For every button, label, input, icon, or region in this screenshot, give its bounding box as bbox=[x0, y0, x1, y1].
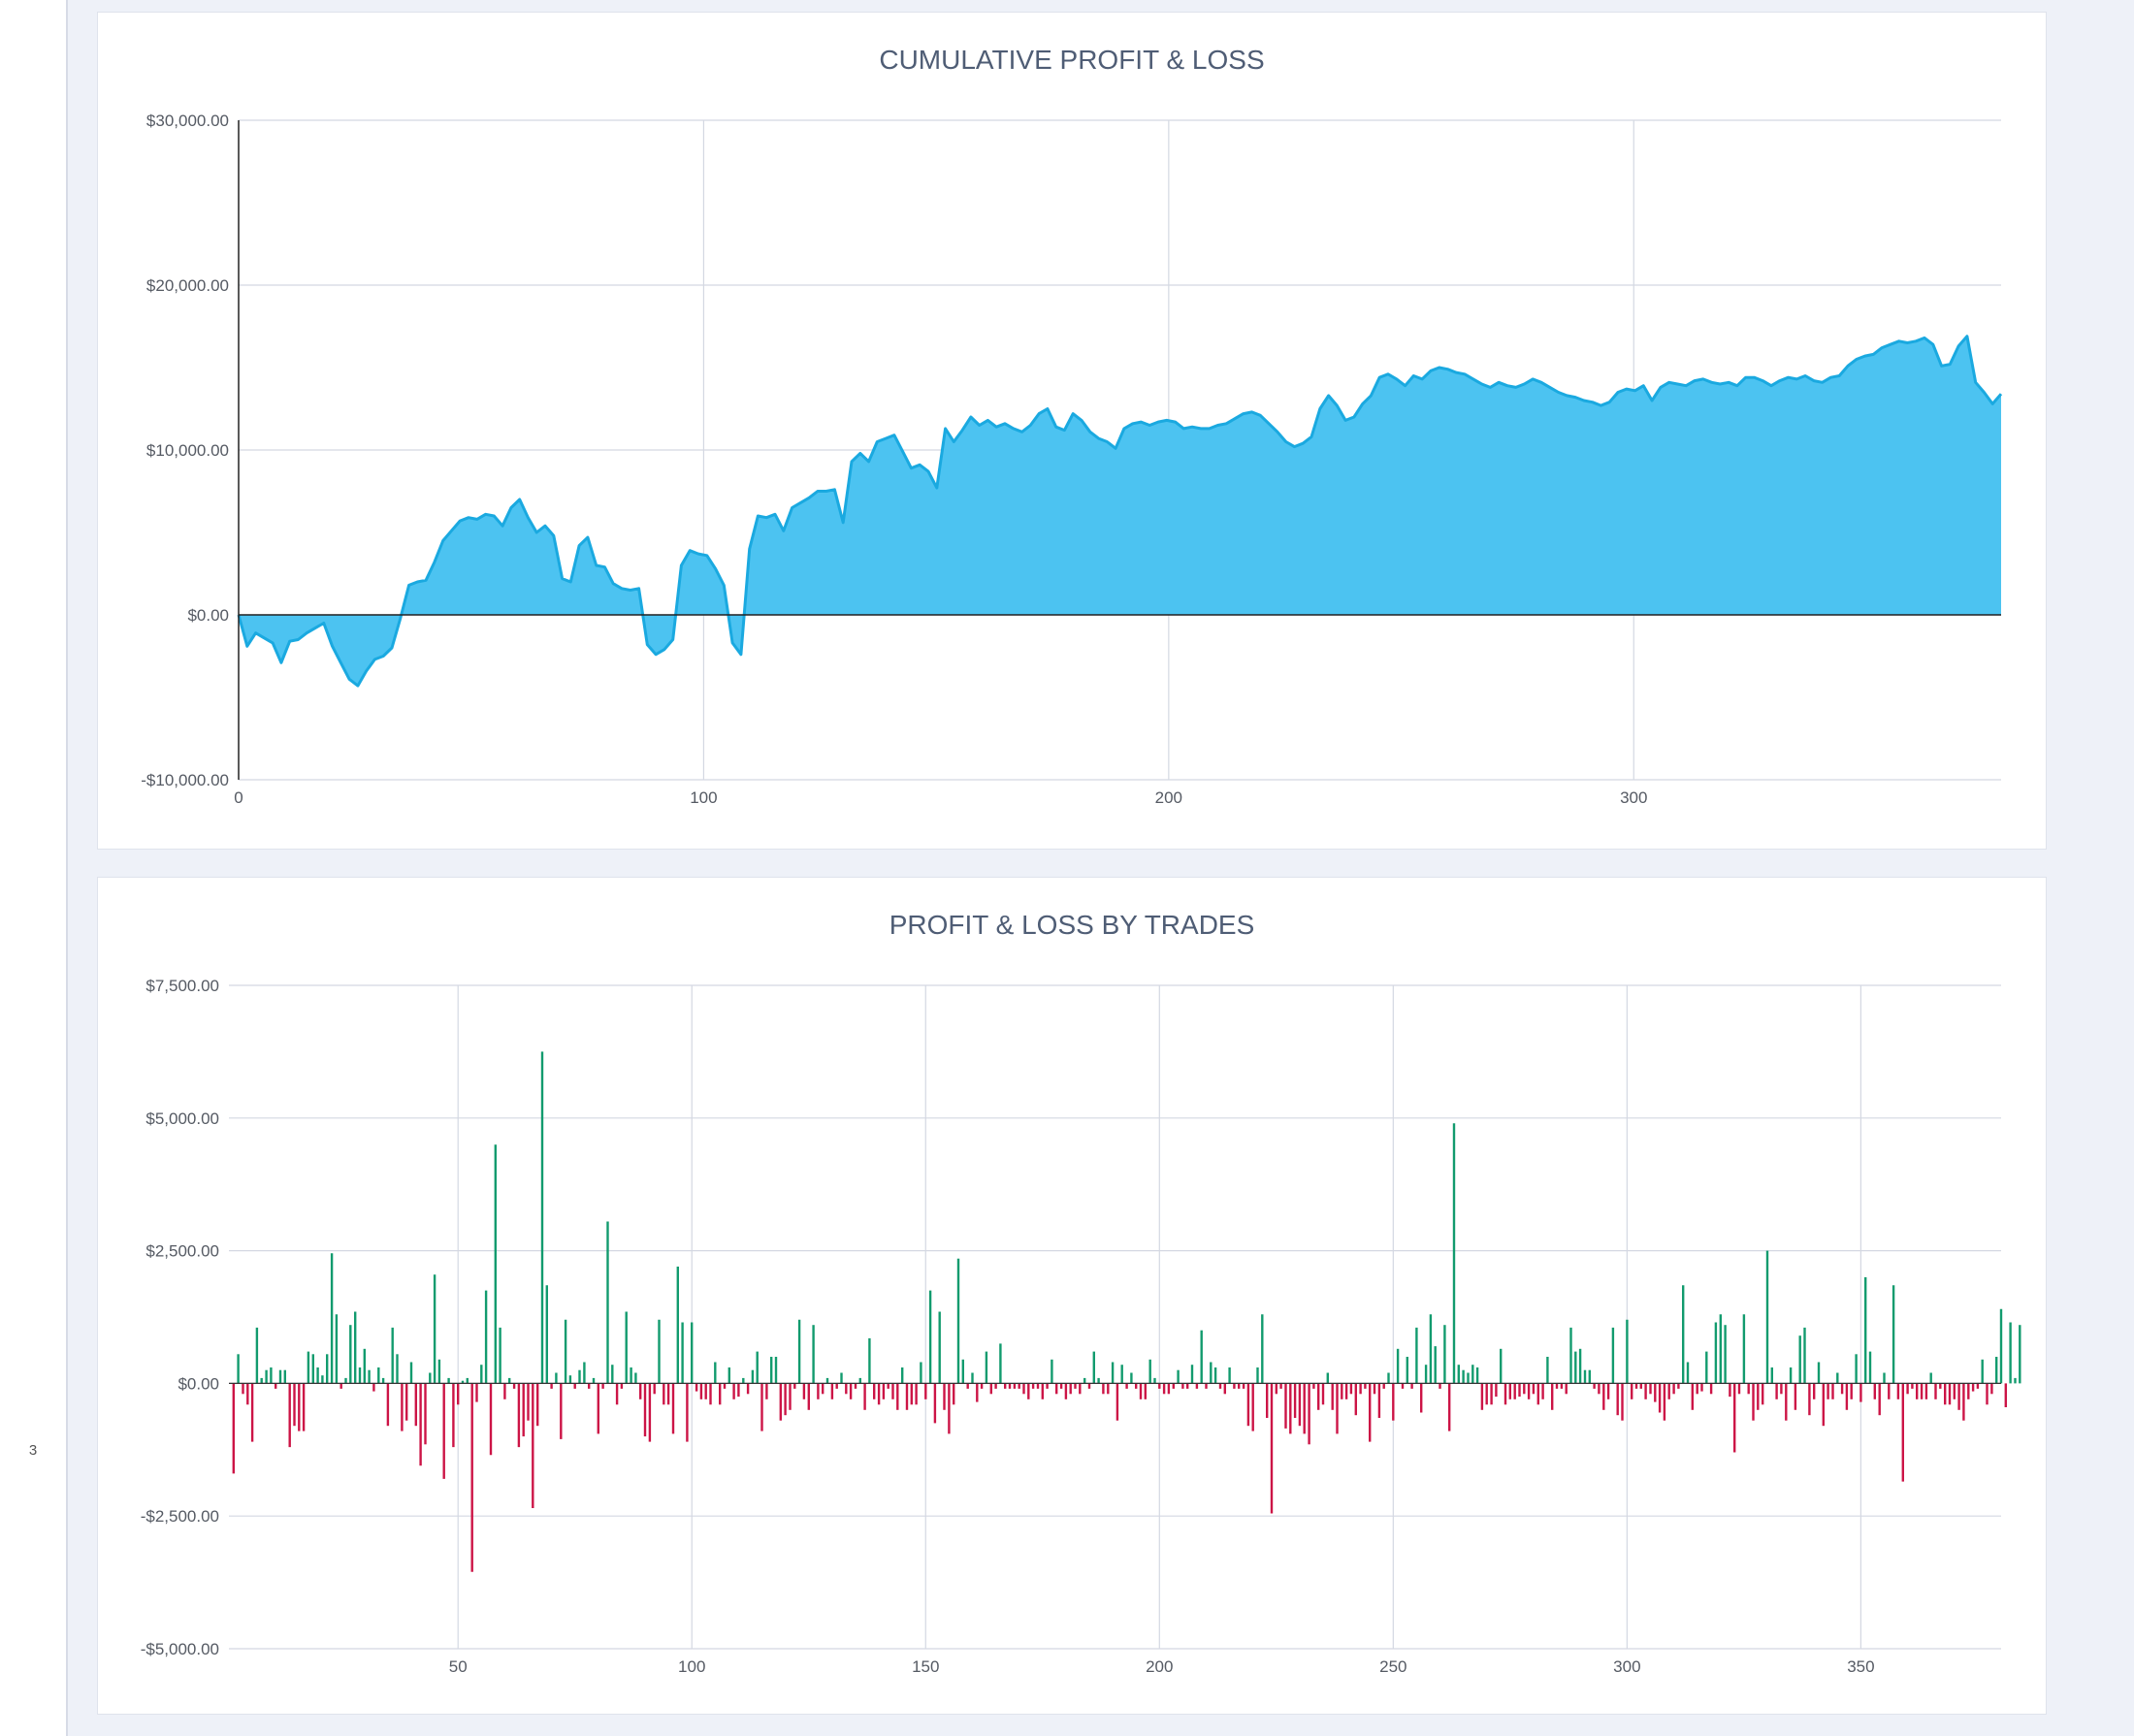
row-number: 3 bbox=[28, 1442, 38, 1459]
x-tick-label: 300 bbox=[1620, 788, 1647, 807]
y-tick-label: $7,500.00 bbox=[146, 977, 219, 995]
y-tick-label: -$2,500.00 bbox=[141, 1507, 219, 1526]
cumulative-pnl-panel: CUMULATIVE PROFIT & LOSS -$10,000.00 $0.0… bbox=[97, 12, 2047, 850]
y-tick-label: $0.00 bbox=[187, 606, 229, 625]
y-tick-label: -$5,000.00 bbox=[141, 1640, 219, 1658]
x-tick-label: 350 bbox=[1847, 1657, 1874, 1676]
x-tick-label: 100 bbox=[678, 1657, 705, 1676]
pnl-by-trades-chart: PROFIT & LOSS BY TRADES -$5,000.00 -$2,50… bbox=[141, 910, 2021, 1676]
pnl-line bbox=[237, 335, 2003, 688]
x-tick-label: 200 bbox=[1146, 1657, 1173, 1676]
y-tick-label: $5,000.00 bbox=[146, 1109, 219, 1128]
y-tick-label: $2,500.00 bbox=[146, 1242, 219, 1261]
y-tick-label: $0.00 bbox=[178, 1374, 219, 1393]
y-tick-label: -$10,000.00 bbox=[141, 771, 229, 789]
x-tick-label: 150 bbox=[912, 1657, 939, 1676]
x-tick-label: 50 bbox=[449, 1657, 468, 1676]
y-tick-label: $20,000.00 bbox=[146, 276, 229, 295]
chart-title: PROFIT & LOSS BY TRADES bbox=[889, 910, 1255, 940]
y-tick-label: $10,000.00 bbox=[146, 441, 229, 460]
x-tick-label: 100 bbox=[690, 788, 717, 807]
x-tick-label: 250 bbox=[1379, 1657, 1406, 1676]
dashboard-canvas: CUMULATIVE PROFIT & LOSS -$10,000.00 $0.0… bbox=[68, 0, 2134, 1736]
pnl-area bbox=[239, 336, 2001, 687]
x-tick-label: 300 bbox=[1613, 1657, 1640, 1676]
pnl-by-trades-panel: PROFIT & LOSS BY TRADES -$5,000.00 -$2,50… bbox=[97, 877, 2047, 1715]
x-tick-label: 0 bbox=[234, 788, 242, 807]
chart-title: CUMULATIVE PROFIT & LOSS bbox=[879, 45, 1264, 75]
y-tick-label: $30,000.00 bbox=[146, 112, 229, 130]
row-gutter: 3 bbox=[0, 0, 68, 1736]
cumulative-pnl-chart: CUMULATIVE PROFIT & LOSS -$10,000.00 $0.0… bbox=[141, 45, 2003, 807]
x-tick-label: 200 bbox=[1155, 788, 1182, 807]
